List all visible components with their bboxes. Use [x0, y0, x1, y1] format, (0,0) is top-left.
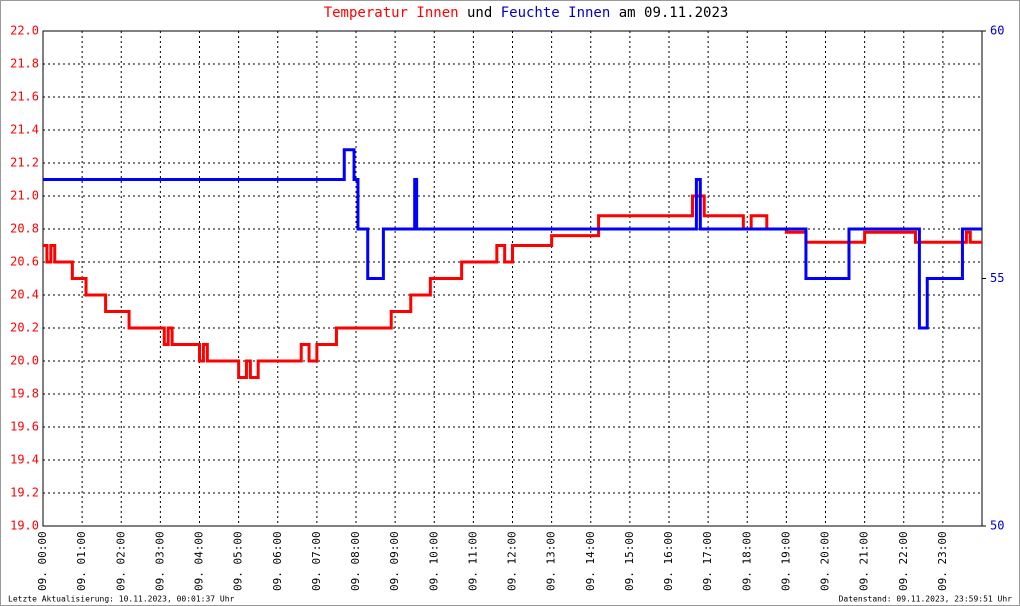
x-tick-label: 09. 02:00 — [114, 531, 127, 591]
series-line — [43, 148, 982, 330]
x-tick-label: 09. 03:00 — [153, 531, 166, 591]
x-tick-label: 09. 16:00 — [662, 531, 675, 591]
x-tick-label: 09. 07:00 — [310, 531, 323, 591]
x-tick-label: 09. 00:00 — [36, 531, 49, 591]
x-tick-label: 09. 05:00 — [232, 531, 245, 591]
title-part: am 09.11.2023 — [619, 5, 729, 21]
x-tick-label: 09. 01:00 — [75, 531, 88, 591]
x-tick-label: 09. 08:00 — [349, 531, 362, 591]
x-tick-label: 09. 20:00 — [819, 531, 832, 591]
y2-tick-label: 55 — [990, 271, 1004, 285]
x-tick-label: 09. 06:00 — [271, 531, 284, 591]
footer-left: Letzte Aktualisierung: 10.11.2023, 00:01… — [8, 595, 235, 604]
y-tick-label: 20.6 — [10, 255, 39, 269]
x-tick-label: 09. 23:00 — [936, 531, 949, 591]
footer-right: Datenstand: 09.11.2023, 23:59:51 Uhr — [839, 595, 1013, 604]
y-tick-label: 19.8 — [10, 387, 39, 401]
y-tick-label: 19.2 — [10, 486, 39, 500]
y-tick-label: 22.0 — [10, 24, 39, 38]
chart-title: Temperatur Innen und Feuchte Innen am 09… — [324, 5, 729, 21]
x-tick-label: 09. 17:00 — [701, 531, 714, 591]
y2-tick-label: 50 — [990, 519, 1004, 533]
series-line — [43, 194, 982, 379]
plot-area — [42, 30, 983, 527]
y-tick-label: 19.4 — [10, 453, 39, 467]
y-tick-label: 21.4 — [10, 123, 39, 137]
y2-tick-label: 60 — [990, 24, 1004, 38]
y-tick-label: 21.6 — [10, 90, 39, 104]
x-tick-label: 09. 10:00 — [427, 531, 440, 591]
x-tick-label: 09. 12:00 — [506, 531, 519, 591]
x-tick-label: 09. 04:00 — [193, 531, 206, 591]
title-part: und — [467, 5, 492, 21]
x-tick-label: 09. 21:00 — [858, 531, 871, 591]
x-tick-label: 09. 11:00 — [466, 531, 479, 591]
y-tick-label: 21.2 — [10, 156, 39, 170]
title-part: Feuchte Innen — [501, 5, 611, 21]
y-tick-label: 19.0 — [10, 519, 39, 533]
x-tick-label: 09. 13:00 — [545, 531, 558, 591]
y-tick-label: 21.8 — [10, 57, 39, 71]
title-part: Temperatur Innen — [324, 5, 459, 21]
x-tick-label: 09. 19:00 — [779, 531, 792, 591]
y-tick-label: 20.2 — [10, 321, 39, 335]
y-tick-label: 20.4 — [10, 288, 39, 302]
x-tick-label: 09. 18:00 — [740, 531, 753, 591]
x-tick-label: 09. 09:00 — [388, 531, 401, 591]
x-tick-label: 09. 14:00 — [584, 531, 597, 591]
y-tick-label: 20.0 — [10, 354, 39, 368]
x-tick-label: 09. 15:00 — [623, 531, 636, 591]
y-tick-label: 19.6 — [10, 420, 39, 434]
y-tick-label: 21.0 — [10, 189, 39, 203]
y-tick-label: 20.8 — [10, 222, 39, 236]
x-tick-label: 09. 22:00 — [897, 531, 910, 591]
